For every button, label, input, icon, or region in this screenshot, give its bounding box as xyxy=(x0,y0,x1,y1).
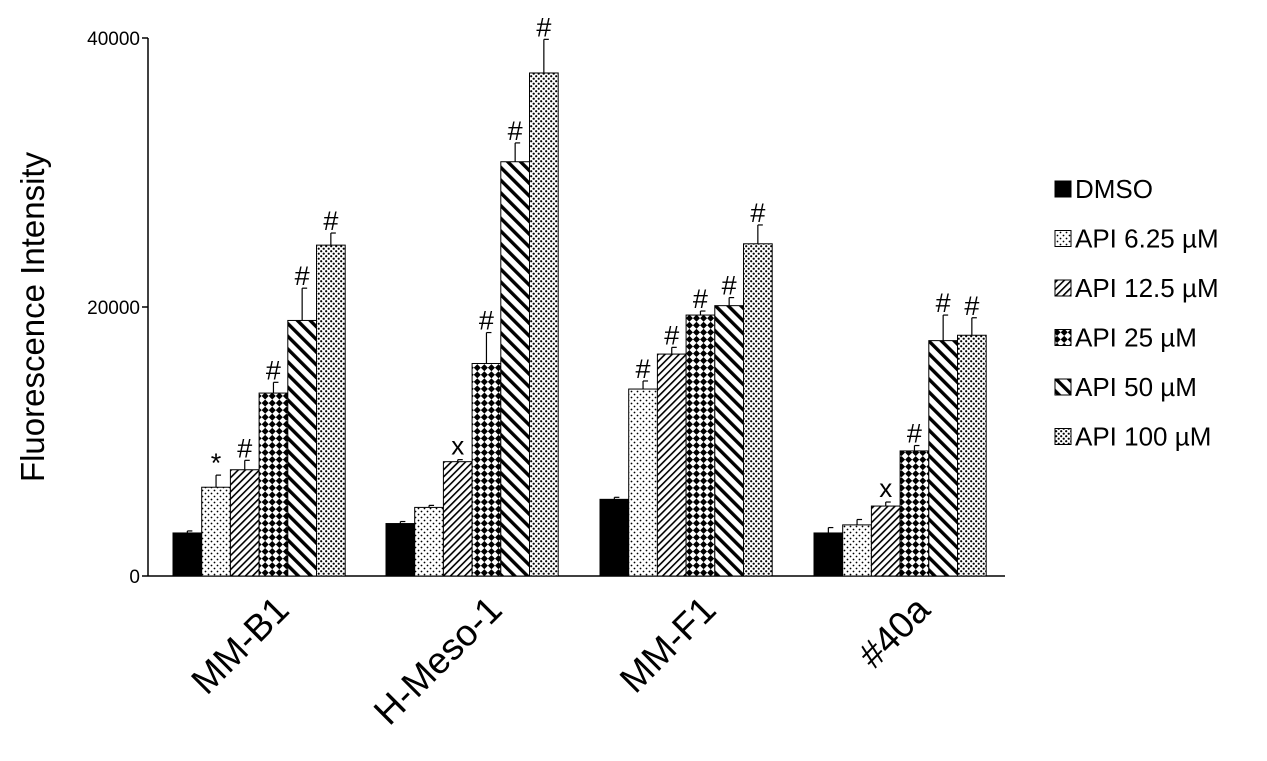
bar xyxy=(414,506,444,577)
significance-mark: # xyxy=(664,320,679,350)
bar xyxy=(842,524,872,577)
bar xyxy=(656,353,687,577)
significance-mark: # xyxy=(237,433,252,463)
significance-mark: # xyxy=(722,271,737,301)
significance-mark: # xyxy=(693,284,708,314)
significance-mark: # xyxy=(964,291,979,321)
bar xyxy=(928,340,958,577)
legend-label: API 25 µM xyxy=(1075,323,1197,353)
bar xyxy=(899,450,930,577)
bar xyxy=(229,469,260,577)
significance-mark: # xyxy=(508,116,523,146)
legend-swatch xyxy=(1054,279,1072,297)
legend-label: API 12.5 µM xyxy=(1075,273,1219,303)
bar xyxy=(500,161,530,577)
significance-mark: # xyxy=(907,419,922,449)
x-category-label: #40a xyxy=(851,588,938,675)
x-category-label: MM-F1 xyxy=(612,589,724,701)
bar xyxy=(201,486,231,577)
bar xyxy=(743,243,773,577)
y-tick-label: 0 xyxy=(129,567,140,588)
legend-swatch xyxy=(1054,428,1072,445)
y-axis-title: Fluorescence Intensity xyxy=(14,151,51,482)
legend-swatch xyxy=(1054,329,1072,346)
significance-mark: # xyxy=(323,206,338,236)
legend-label: API 100 µM xyxy=(1075,422,1211,452)
significance-mark: # xyxy=(266,355,281,385)
bar xyxy=(471,362,502,577)
significance-mark: # xyxy=(536,12,551,42)
legend-label: API 6.25 µM xyxy=(1075,224,1219,254)
x-category-label: MM-B1 xyxy=(183,589,296,702)
y-tick-label: 40000 xyxy=(87,29,140,50)
bar xyxy=(870,505,901,577)
significance-mark: x xyxy=(451,431,464,461)
bar xyxy=(813,532,844,577)
legend-swatch xyxy=(1054,230,1072,247)
legend-label: API 50 µM xyxy=(1075,372,1197,402)
bar xyxy=(316,244,346,577)
x-category-label: H-Meso-1 xyxy=(366,589,510,733)
legend-label: DMSO xyxy=(1075,174,1153,204)
legend-swatch xyxy=(1054,378,1072,396)
bar xyxy=(287,319,317,577)
y-tick-label: 20000 xyxy=(87,298,140,319)
bar xyxy=(529,72,559,577)
significance-mark: # xyxy=(636,354,651,384)
legend-swatch xyxy=(1054,180,1072,198)
bar xyxy=(685,314,716,577)
significance-mark: * xyxy=(211,448,222,478)
significance-mark: # xyxy=(750,198,765,228)
bar xyxy=(258,392,289,577)
bar xyxy=(599,498,630,577)
significance-mark: x xyxy=(879,473,892,503)
bar xyxy=(442,461,473,577)
significance-mark: # xyxy=(936,288,951,318)
significance-mark: # xyxy=(295,261,310,291)
bar xyxy=(714,305,744,577)
significance-mark: # xyxy=(479,306,494,336)
bar xyxy=(385,523,416,577)
bar xyxy=(628,388,658,577)
bar xyxy=(957,334,987,577)
bar xyxy=(172,532,203,577)
